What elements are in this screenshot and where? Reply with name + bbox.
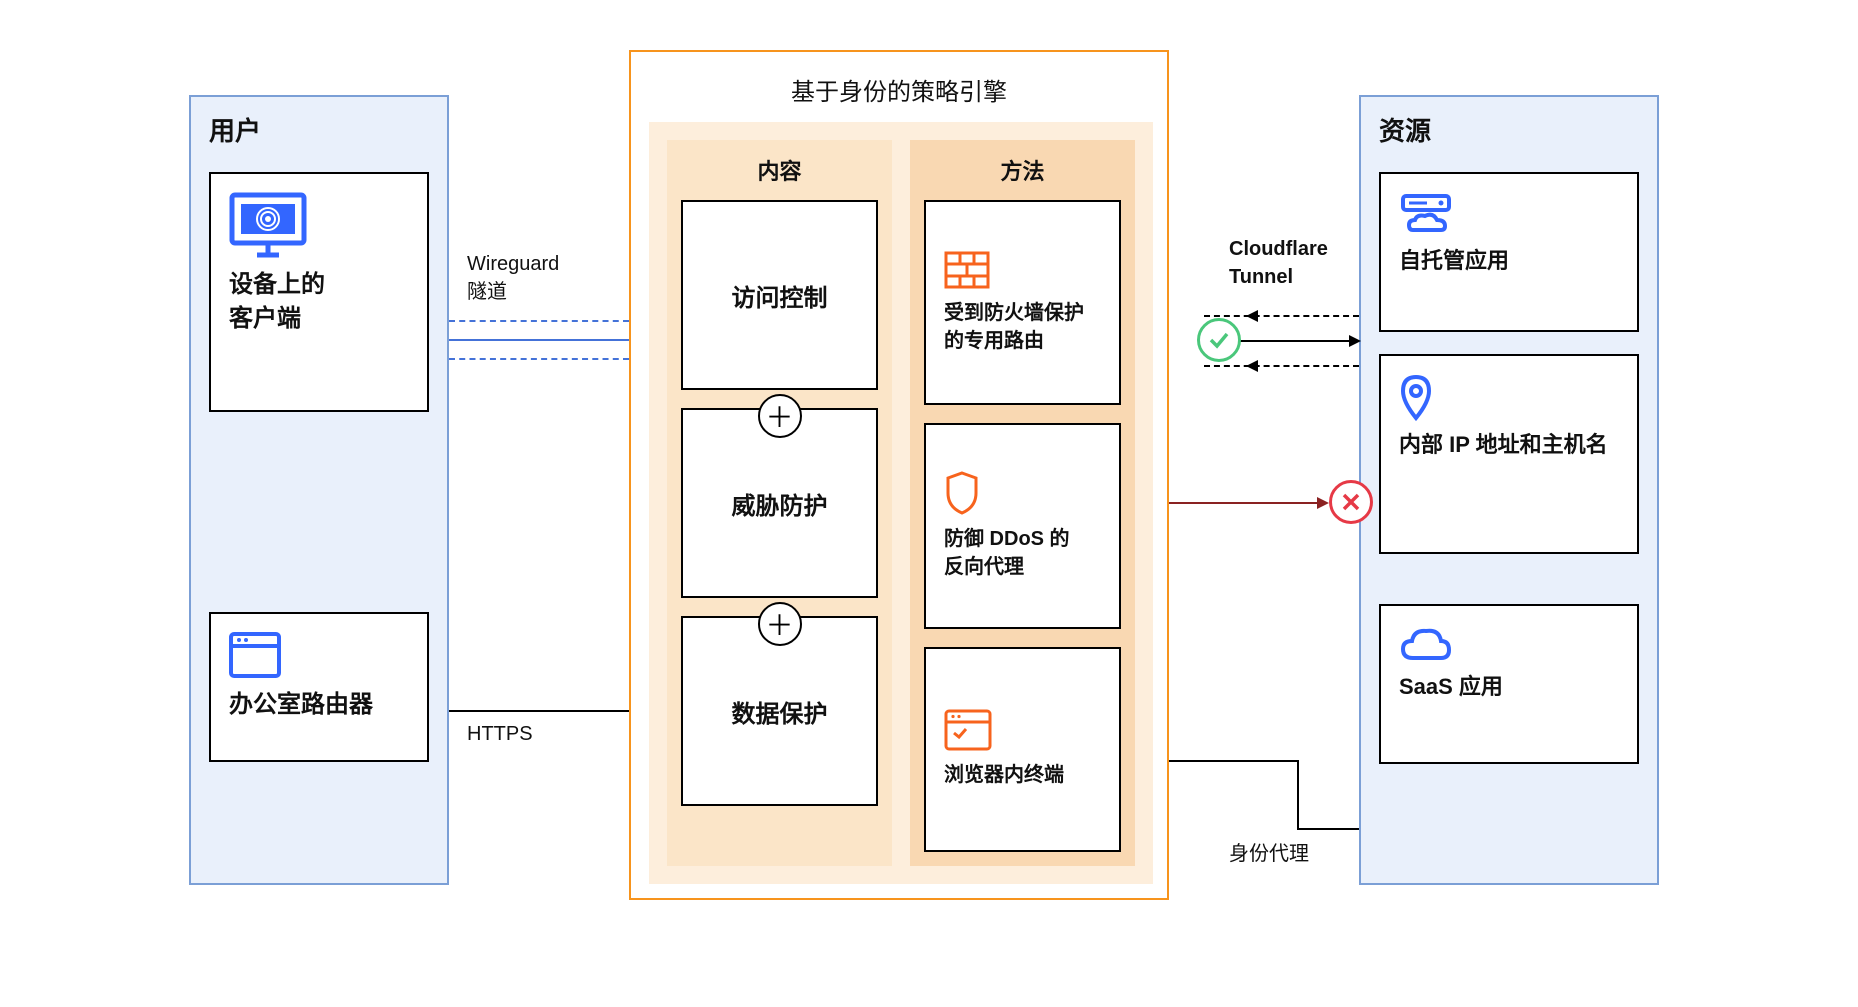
shield-icon — [944, 471, 980, 515]
selfhosted-card: 自托管应用 — [1379, 172, 1639, 332]
monitor-broadcast-icon — [229, 192, 307, 258]
engine-column: 基于身份的策略引擎 内容 访问控制 ＋ 威胁防护 ＋ 数据保护 方法 — [629, 50, 1169, 900]
saas-card: SaaS 应用 — [1379, 604, 1639, 764]
content-subcol: 内容 访问控制 ＋ 威胁防护 ＋ 数据保护 — [667, 140, 892, 866]
terminal-icon — [944, 709, 992, 751]
access-control-card: 访问控制 — [681, 200, 878, 390]
wireguard-label: Wireguard 隧道 — [467, 250, 559, 306]
terminal-card: 浏览器内终端 — [924, 647, 1121, 852]
content-title: 内容 — [681, 154, 878, 186]
cloudflare-label: Cloudflare Tunnel — [1229, 235, 1328, 291]
architecture-diagram: 用户 设备上的 客户端 办公室路由器 基于身份的策略引 — [179, 40, 1679, 910]
plus-icon: ＋ — [758, 602, 802, 646]
identity-line-h — [1169, 760, 1299, 762]
identity-line-h2 — [1297, 828, 1359, 830]
server-cloud-icon — [1399, 192, 1453, 238]
resources-title: 资源 — [1361, 97, 1657, 162]
users-column: 用户 设备上的 客户端 办公室路由器 — [189, 95, 449, 885]
method-title: 方法 — [924, 154, 1121, 186]
wireguard-tunnel — [449, 320, 629, 360]
method-subcol: 方法 受到防火墙保护的专用路由 — [910, 140, 1135, 866]
client-card: 设备上的 客户端 — [209, 172, 429, 412]
internal-card: 内部 IP 地址和主机名 — [1379, 354, 1639, 554]
shield-card: 防御 DDoS 的 反向代理 — [924, 423, 1121, 628]
firewall-card: 受到防火墙保护的专用路由 — [924, 200, 1121, 405]
client-title: 设备上的 客户端 — [229, 268, 409, 335]
engine-title: 基于身份的策略引擎 — [631, 52, 1167, 117]
internal-arrowhead — [1317, 497, 1329, 509]
https-label: HTTPS — [467, 720, 533, 748]
identity-label: 身份代理 — [1229, 840, 1309, 868]
cloud-icon — [1399, 624, 1453, 664]
identity-line-v — [1297, 760, 1299, 830]
resources-column: 资源 自托管应用 内部 IP 地址和主机名 SaaS 应用 — [1359, 95, 1659, 885]
router-card: 办公室路由器 — [209, 612, 429, 762]
browser-window-icon — [229, 632, 281, 678]
internal-line — [1169, 502, 1319, 504]
x-icon — [1329, 480, 1373, 524]
firewall-icon — [944, 251, 990, 289]
check-icon — [1197, 318, 1241, 362]
router-title: 办公室路由器 — [229, 688, 409, 722]
plus-icon: ＋ — [758, 394, 802, 438]
location-pin-icon — [1399, 374, 1433, 422]
engine-inner: 内容 访问控制 ＋ 威胁防护 ＋ 数据保护 方法 — [649, 122, 1153, 884]
users-title: 用户 — [191, 97, 447, 162]
https-line — [449, 710, 629, 712]
